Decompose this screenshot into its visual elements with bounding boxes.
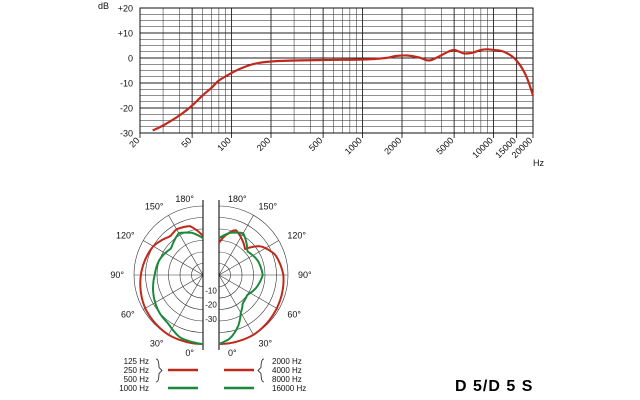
y-axis-label: dB — [98, 1, 109, 11]
polar-angle-label: 120° — [287, 231, 306, 241]
legend-label: 250 Hz — [124, 366, 149, 375]
legend-label: 8000 Hz — [272, 375, 302, 384]
x-axis-label: Hz — [533, 158, 544, 168]
plot-frame — [139, 7, 534, 134]
x-tick-label: 10000 — [470, 135, 495, 160]
polar-radial-label: -10 — [205, 286, 217, 295]
polar-spoke — [218, 215, 254, 276]
polar-spoke — [168, 215, 204, 276]
frequency-response-chart: +20+100-10-20-30 20 50 100 200 500 1000 2000 50… — [98, 1, 544, 168]
x-tick-label: 100 — [215, 135, 233, 153]
polar-radial-labels: -10 -20 -30 — [205, 286, 217, 324]
polar-curve-right — [218, 231, 264, 345]
legend-label: 500 Hz — [124, 375, 149, 384]
polar-spoke — [168, 274, 204, 335]
y-tick-label: -30 — [120, 129, 133, 139]
y-tick-label: -20 — [120, 104, 133, 114]
legend-brace — [257, 358, 265, 383]
polar-spoke — [218, 240, 279, 276]
polar-angle-label: 120° — [116, 231, 135, 241]
polar-angle-label: 30° — [259, 338, 273, 348]
polar-curve-left — [152, 231, 204, 345]
polar-spoke — [218, 274, 279, 310]
frequency-grid — [139, 7, 534, 138]
x-tick-label: 2000 — [382, 135, 403, 156]
polar-angle-label: 180° — [175, 194, 194, 204]
model-label: D 5/D 5 S — [455, 378, 533, 395]
polar-pattern-chart: 180° 180° 150° 150° 120° 120° 90° 90° 60° 60° 30° 3… — [110, 194, 312, 358]
polar-angle-label: 60° — [121, 310, 135, 320]
polar-angle-label: 90° — [298, 270, 312, 280]
legend-brace — [155, 358, 163, 383]
polar-spoke — [218, 274, 254, 335]
polar-spoke — [143, 274, 204, 310]
legend-label: 4000 Hz — [272, 366, 302, 375]
x-tick-label: 1000 — [343, 135, 364, 156]
frequency-series — [152, 48, 535, 132]
legend-label: 16000 Hz — [272, 384, 306, 393]
x-tick-label: 5000 — [434, 135, 455, 156]
polar-angle-label: 60° — [287, 310, 301, 320]
polar-angle-labels: 180° 180° 150° 150° 120° 120° 90° 90° 60° 60° 30° 3… — [110, 194, 312, 358]
x-tick-label: 50 — [179, 135, 193, 149]
frequency-response-curve — [152, 48, 535, 132]
polar-curve-right — [218, 229, 285, 345]
polar-angle-label: 0° — [185, 348, 194, 358]
legend-label: 125 Hz — [124, 357, 149, 366]
x-tick-label: 200 — [255, 135, 273, 153]
polar-angle-label: 0° — [228, 348, 237, 358]
y-tick-label: 0 — [128, 54, 133, 64]
polar-series — [139, 225, 285, 345]
polar-curve-left — [139, 225, 204, 345]
y-tick-label: +20 — [118, 4, 133, 14]
polar-angle-label: 150° — [259, 202, 278, 212]
polar-angle-label: 150° — [145, 202, 164, 212]
y-tick-label: -10 — [120, 79, 133, 89]
frequency-y-axis: +20 +10 0 -10 -20 -30 — [118, 4, 133, 139]
polar-radial-label: -30 — [205, 315, 217, 324]
x-tick-label: 500 — [307, 135, 325, 153]
polar-radial-label: -20 — [205, 301, 217, 310]
polar-grid — [133, 200, 289, 350]
y-tick-label: +10 — [118, 29, 133, 39]
polar-angle-label: 30° — [150, 338, 164, 348]
polar-angle-label: 90° — [110, 270, 124, 280]
legend-label: 2000 Hz — [272, 357, 302, 366]
polar-angle-label: 180° — [228, 194, 247, 204]
legend-label: 1000 Hz — [119, 384, 149, 393]
